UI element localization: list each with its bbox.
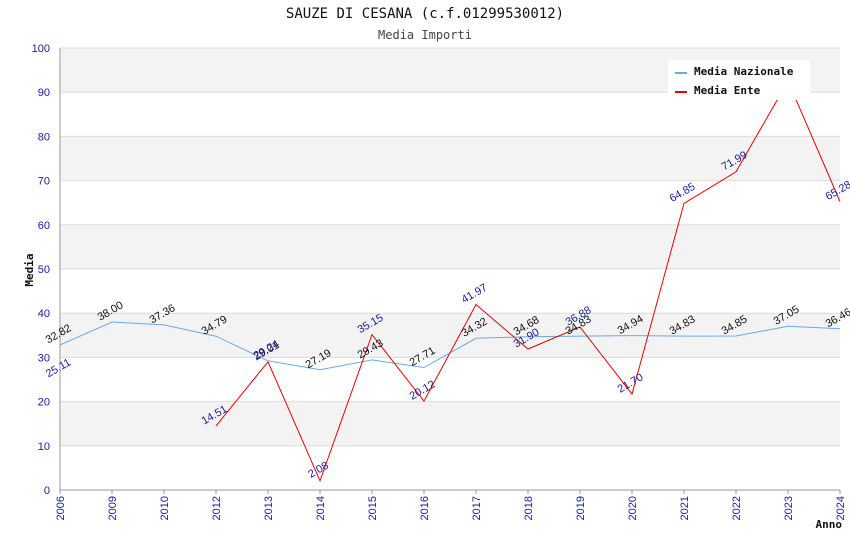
series-lines (59, 79, 841, 483)
x-tick-2016: 2016 (419, 496, 431, 520)
y-tick-60: 60 (38, 220, 50, 232)
y-axis-label: Media (23, 253, 36, 286)
band-7 (60, 136, 840, 181)
chart-subtitle: Media Importi (378, 28, 472, 42)
y-tick-50: 50 (38, 264, 50, 276)
x-tick-2012: 2012 (211, 496, 223, 520)
y-tick-100: 100 (32, 43, 50, 55)
x-tick-2022: 2022 (731, 496, 743, 520)
x-tick-2010: 2010 (159, 496, 171, 520)
x-tick-2006: 2006 (55, 496, 67, 520)
x-tick-2020: 2020 (627, 496, 639, 520)
x-tick-2018: 2018 (523, 496, 535, 520)
band-3 (60, 313, 840, 358)
x-tick-2009: 2009 (107, 496, 119, 520)
band-5 (60, 224, 840, 269)
y-tick-70: 70 (38, 176, 50, 188)
x-axis-ticks: 2006 2009 2010 2012 2013 2014 2015 2016 2017 2018… (55, 490, 847, 520)
y-tick-90: 90 (38, 87, 50, 99)
band-1 (60, 401, 840, 446)
x-tick-2023: 2023 (783, 496, 795, 520)
legend-label-media-nazionale: Media Nazionale (694, 65, 794, 78)
y-tick-30: 30 (38, 352, 50, 364)
y-tick-20: 20 (38, 397, 50, 409)
band-6 (60, 180, 840, 225)
legend: Media Nazionale Media Ente (668, 60, 810, 100)
x-tick-2024: 2024 (835, 496, 847, 520)
y-tick-80: 80 (38, 131, 50, 143)
x-tick-2021: 2021 (679, 496, 691, 520)
y-tick-0: 0 (44, 485, 50, 497)
y-tick-10: 10 (38, 441, 50, 453)
x-tick-2019: 2019 (575, 496, 587, 520)
background-bands (60, 48, 840, 490)
band-4 (60, 269, 840, 314)
x-tick-2014: 2014 (315, 496, 327, 520)
legend-label-media-ente: Media Ente (694, 84, 761, 97)
y-tick-40: 40 (38, 308, 50, 320)
legend-box (668, 60, 810, 100)
chart-title: SAUZE DI CESANA (c.f.01299530012) (286, 6, 564, 22)
series-line-media-ente-1 (215, 79, 841, 483)
x-tick-2017: 2017 (471, 496, 483, 520)
band-2 (60, 357, 840, 402)
x-axis-label: Anno (816, 518, 843, 531)
band-0 (60, 445, 840, 490)
y-axis-ticks: 0 10 20 30 40 50 60 70 80 90 100 (32, 43, 50, 497)
x-tick-2015: 2015 (367, 496, 379, 520)
x-tick-2013: 2013 (263, 496, 275, 520)
